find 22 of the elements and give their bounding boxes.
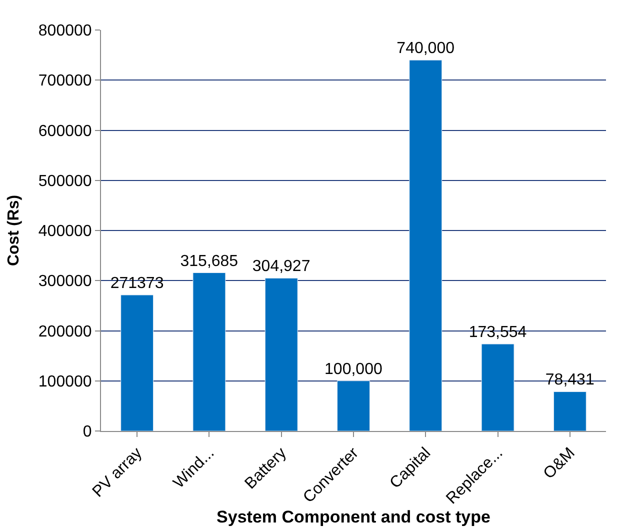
- y-tick-label: 500000: [38, 172, 92, 190]
- data-label: 304,927: [252, 258, 310, 276]
- bar: [337, 380, 370, 431]
- bar: [120, 294, 154, 431]
- y-tick-label: 600000: [38, 122, 92, 140]
- bar: [264, 278, 298, 431]
- data-label: 740,000: [396, 40, 455, 58]
- bar: [192, 272, 226, 431]
- y-tick-label: 100000: [38, 373, 92, 390]
- y-axis-title: Cost (Rs): [5, 194, 22, 266]
- bar: [481, 344, 514, 431]
- bar: [409, 60, 442, 431]
- y-tick-label: 800000: [38, 22, 92, 40]
- y-tick-label: 200000: [38, 323, 92, 340]
- y-tick-label: 0: [82, 424, 92, 441]
- data-label: 100,000: [324, 360, 382, 378]
- x-axis-title: System Component and cost type: [216, 508, 490, 527]
- bar: [553, 391, 586, 431]
- data-label: 315,685: [180, 252, 238, 270]
- y-tick-label: 300000: [38, 273, 92, 290]
- y-tick-label: 700000: [38, 72, 92, 90]
- y-tick-label: 400000: [38, 223, 92, 240]
